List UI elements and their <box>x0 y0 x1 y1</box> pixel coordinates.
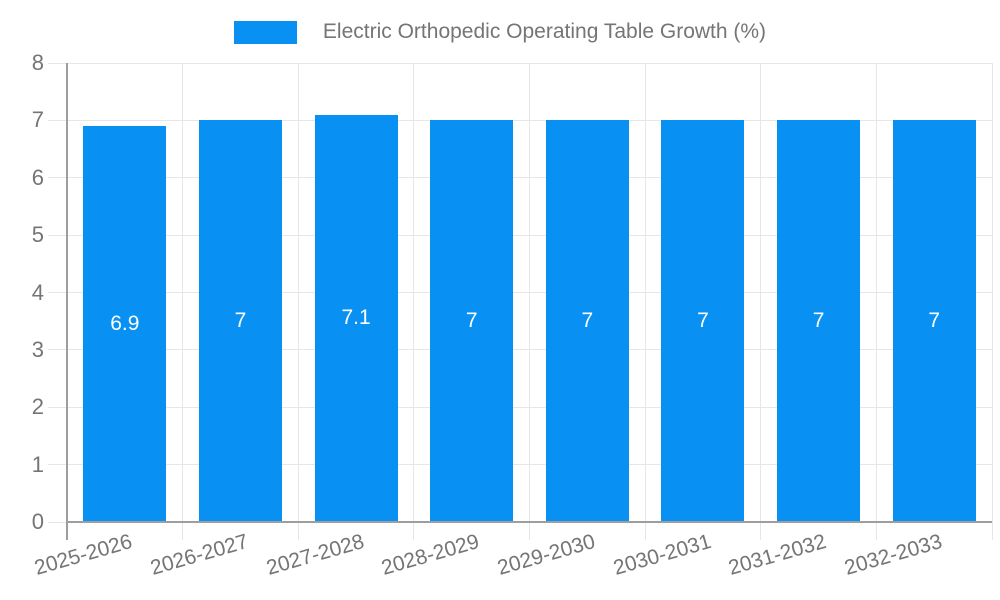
y-axis-tick-label: 5 <box>31 222 44 248</box>
gridline-v <box>644 63 646 540</box>
bar[interactable]: 7 <box>777 120 861 522</box>
x-axis-line <box>67 521 992 523</box>
bar-value-label: 7 <box>234 309 247 333</box>
plot-area: 0 1 2 3 4 5 6 7 8 6.9 2025-2026 7 2026-2027 7.1 2027-2… <box>32 50 993 580</box>
bar-value-label: 7.1 <box>341 306 371 330</box>
legend-swatch <box>233 20 297 44</box>
gridline-h <box>48 349 992 351</box>
gridline-v <box>413 63 415 540</box>
bar[interactable]: 7.1 <box>314 114 398 522</box>
x-axis-tick-label: 2029-2030 <box>494 530 598 580</box>
y-axis-tick-label: 6 <box>31 164 44 190</box>
y-axis-tick-label: 3 <box>31 336 44 362</box>
bar[interactable]: 7 <box>545 120 629 522</box>
gridline-v <box>875 63 877 540</box>
bar-value-label: 7 <box>465 309 478 333</box>
gridline-h <box>48 177 992 179</box>
y-axis-tick-label: 2 <box>31 394 44 420</box>
gridline-v <box>760 63 762 540</box>
bar[interactable]: 7 <box>892 120 976 522</box>
bar[interactable]: 7 <box>198 120 282 522</box>
gridline-h <box>48 292 992 293</box>
legend-label: Electric Orthopedic Operating Table Grow… <box>322 20 767 43</box>
x-axis-tick-label: 2025-2026 <box>32 530 136 580</box>
x-axis-tick-label: 2032-2033 <box>841 530 945 580</box>
bar-value-label: 7 <box>581 309 594 333</box>
bar[interactable]: 7 <box>430 120 514 522</box>
x-axis-tick-label: 2028-2029 <box>379 530 483 580</box>
gridline-h <box>48 234 992 236</box>
gridline-v <box>529 63 530 540</box>
bar-value-label: 6.9 <box>110 312 140 336</box>
y-axis-tick-label: 4 <box>31 279 44 305</box>
legend: Electric Orthopedic Operating Table Grow… <box>0 20 1000 44</box>
gridline-h <box>48 119 992 121</box>
y-axis-tick-label: 1 <box>31 451 44 477</box>
gridline-v <box>297 63 299 540</box>
gridline-h <box>48 62 992 64</box>
bar[interactable]: 7 <box>661 120 745 522</box>
bar-value-label: 7 <box>697 309 709 333</box>
bar-value-label: 7 <box>812 309 825 333</box>
y-axis-tick-label: 8 <box>31 50 44 75</box>
y-axis-line <box>66 63 68 540</box>
y-axis-tick-label: 0 <box>31 509 44 534</box>
x-axis-tick-label: 2026-2027 <box>147 530 251 580</box>
bar-value-label: 7 <box>928 309 941 333</box>
gridline-v <box>182 63 184 540</box>
gridline-h <box>48 464 992 466</box>
x-axis-tick-label: 2030-2031 <box>610 530 714 580</box>
y-axis-tick-label: 7 <box>31 107 44 133</box>
bar[interactable]: 6.9 <box>83 126 167 522</box>
gridline-h <box>48 406 992 408</box>
gridline-v <box>991 63 993 540</box>
x-axis-tick-label: 2027-2028 <box>263 530 367 580</box>
x-axis-tick-label: 2031-2032 <box>726 530 829 580</box>
